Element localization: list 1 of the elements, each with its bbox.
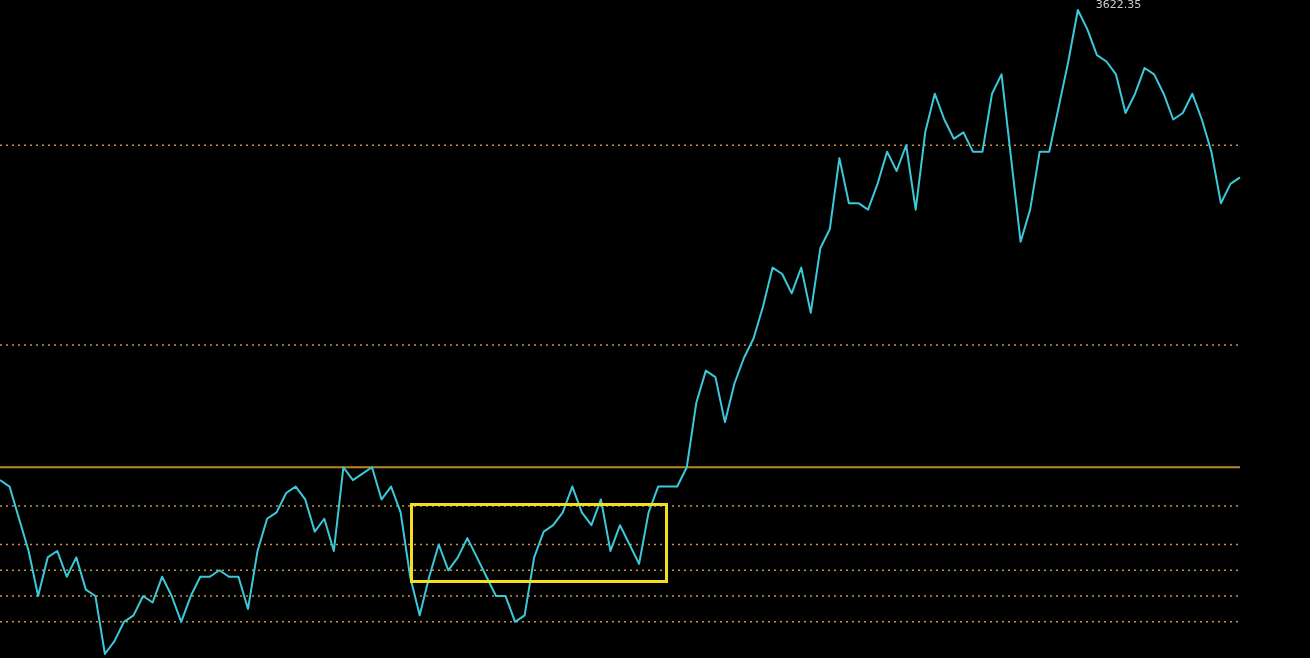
annotation: 3622.35 <box>1095 0 1142 12</box>
